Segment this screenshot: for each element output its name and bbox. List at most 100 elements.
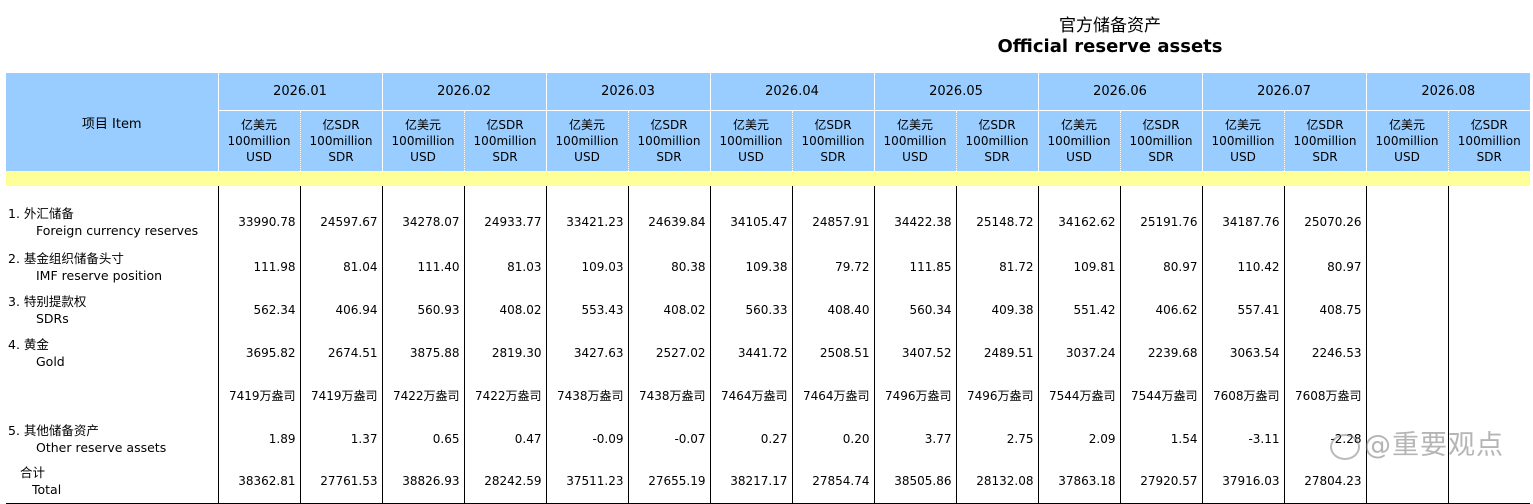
value-cell: 2246.53 [1283, 331, 1366, 374]
sdr-unit-header: 亿SDR 100million SDR [1119, 110, 1202, 171]
spacer-cell [463, 186, 546, 198]
unit-zh: 亿SDR [322, 117, 360, 132]
value-cell: 7438万盎司 [545, 374, 628, 417]
value-cell [1447, 198, 1530, 245]
value-cell: 1.37 [299, 417, 382, 460]
value-cell: 37916.03 [1201, 460, 1284, 504]
value-cell: 408.40 [791, 288, 874, 331]
value-cell: 38505.86 [873, 460, 956, 504]
unit-zh: 亿SDR [650, 117, 688, 132]
value-cell: 562.34 [217, 288, 300, 331]
value-cell: 24639.84 [627, 198, 710, 245]
value-cell: 27655.19 [627, 460, 710, 504]
table-row: 5. 其他储备资产 Other reserve assets 1.89 1.37 0.6… [6, 417, 1530, 460]
row-label: 3. 特别提款权 SDRs [6, 288, 218, 331]
row-label: 4. 黄金 Gold [6, 331, 218, 374]
usd-unit-header: 亿美元 100million USD [217, 110, 300, 171]
value-cell: 27761.53 [299, 460, 382, 504]
value-cell: 2239.68 [1119, 331, 1202, 374]
usd-unit-header: 亿美元 100million USD [709, 110, 792, 171]
spacer-cell [1037, 186, 1120, 198]
spacer-cell [217, 186, 300, 198]
value-cell: 34105.47 [709, 198, 792, 245]
value-cell [1447, 460, 1530, 504]
value-cell: 3063.54 [1201, 331, 1284, 374]
value-cell: 408.75 [1283, 288, 1366, 331]
value-cell: 2.75 [955, 417, 1038, 460]
row-label: 2. 基金组织储备头寸 IMF reserve position [6, 245, 218, 288]
value-cell: 79.72 [791, 245, 874, 288]
usd-unit-header: 亿美元 100million USD [873, 110, 956, 171]
unit-en1: 100million [801, 133, 865, 148]
spacer-cell [791, 186, 874, 198]
band-cell [6, 171, 218, 186]
value-cell: 2.09 [1037, 417, 1120, 460]
value-cell: 37863.18 [1037, 460, 1120, 504]
unit-zh: 亿美元 [404, 117, 441, 132]
unit-zh: 亿SDR [486, 117, 524, 132]
value-cell: 34422.38 [873, 198, 956, 245]
unit-en2: SDR [492, 149, 518, 164]
value-cell: 7422万盎司 [463, 374, 546, 417]
unit-zh: 亿美元 [1224, 117, 1261, 132]
value-cell: 0.47 [463, 417, 546, 460]
value-cell: 406.94 [299, 288, 382, 331]
value-cell: 2819.30 [463, 331, 546, 374]
unit-en1: 100million [391, 133, 455, 148]
title-zh: 官方储备资产 [1059, 16, 1161, 36]
unit-en1: 100million [1293, 133, 1357, 148]
sdr-unit-header: 亿SDR 100million SDR [1283, 110, 1366, 171]
spacer-cell [955, 186, 1038, 198]
unit-zh: 亿SDR [1306, 117, 1344, 132]
band-cell [218, 171, 300, 186]
value-cell: 80.97 [1119, 245, 1202, 288]
reserve-table: 项目 Item 2026.01 2026.02 2026.03 2026.04 2026… [6, 73, 1530, 504]
value-cell: 7419万盎司 [299, 374, 382, 417]
value-cell: 38362.81 [217, 460, 300, 504]
title-en: Official reserve assets [997, 36, 1223, 57]
month-header: 2026.08 [1365, 73, 1530, 111]
value-cell: 34187.76 [1201, 198, 1284, 245]
value-cell: 34278.07 [381, 198, 464, 245]
unit-en1: 100million [309, 133, 373, 148]
usd-unit-header: 亿美元 100million USD [1201, 110, 1284, 171]
unit-en2: SDR [984, 149, 1010, 164]
row-label-zh: 2. 基金组织储备头寸 [8, 250, 124, 266]
band-cell [1366, 171, 1448, 186]
value-cell: 80.38 [627, 245, 710, 288]
value-cell: 551.42 [1037, 288, 1120, 331]
unit-en1: 100million [555, 133, 619, 148]
spacer-cell [1283, 186, 1366, 198]
value-cell: 406.62 [1119, 288, 1202, 331]
unit-en1: 100million [227, 133, 291, 148]
month-header: 2026.06 [1037, 73, 1202, 111]
value-cell: 25148.72 [955, 198, 1038, 245]
value-cell: 557.41 [1201, 288, 1284, 331]
value-cell: 24857.91 [791, 198, 874, 245]
value-cell [1447, 417, 1530, 460]
band-cell [300, 171, 382, 186]
value-cell: 2489.51 [955, 331, 1038, 374]
value-cell [1447, 288, 1530, 331]
value-cell: 28242.59 [463, 460, 546, 504]
unit-en1: 100million [1129, 133, 1193, 148]
spacer-cell [1119, 186, 1202, 198]
value-cell: 2527.02 [627, 331, 710, 374]
unit-en2: USD [1066, 149, 1092, 164]
sdr-unit-header: 亿SDR 100million SDR [791, 110, 874, 171]
spacer-cell [709, 186, 792, 198]
unit-en1: 100million [637, 133, 701, 148]
value-cell: 3875.88 [381, 331, 464, 374]
unit-en1: 100million [1457, 133, 1521, 148]
spacer-cell [1201, 186, 1284, 198]
month-header: 2026.04 [709, 73, 874, 111]
spacer-cell [6, 186, 218, 198]
unit-en2: USD [1230, 149, 1256, 164]
band-cell [382, 171, 464, 186]
unit-zh: 亿美元 [240, 117, 277, 132]
unit-zh: 亿美元 [896, 117, 933, 132]
value-cell: 27920.57 [1119, 460, 1202, 504]
value-cell: 3407.52 [873, 331, 956, 374]
sdr-unit-header: 亿SDR 100million SDR [1447, 110, 1530, 171]
row-label: 5. 其他储备资产 Other reserve assets [6, 417, 218, 460]
